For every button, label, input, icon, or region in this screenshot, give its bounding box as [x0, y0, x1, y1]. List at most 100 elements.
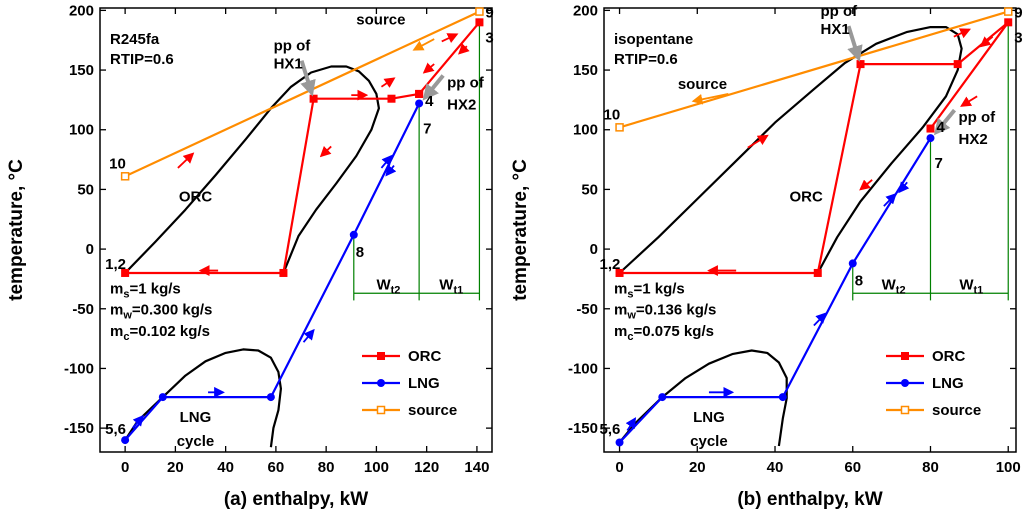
flow-arrow — [898, 181, 910, 194]
chart-panel-b: 0 20 40 60 80 100 -150 -100 -50 0 50 100 150 200 (b) e… — [510, 2, 1023, 510]
orc-point — [813, 268, 822, 277]
orc-point — [121, 268, 130, 277]
pp-hx2-label: HX2 — [447, 96, 476, 113]
legend-marker — [900, 405, 910, 415]
lng-saturation-dome — [618, 349, 788, 447]
chart-panel-a: 0 20 40 60 80 100 120 140 -150 -100 -50 0 50 100 150 20… — [6, 2, 494, 510]
plot-frame — [99, 7, 493, 453]
point-label-8: 8 — [356, 244, 364, 261]
orc-point — [475, 18, 484, 27]
x-tick-label: 120 — [414, 459, 439, 476]
point-label-4: 4 — [425, 93, 434, 110]
point-label-8: 8 — [855, 272, 863, 289]
pp-hx2-arrow — [422, 74, 445, 101]
orc-point — [387, 94, 396, 103]
x-tick-label: 100 — [996, 459, 1021, 476]
orc-cycle-label: ORC — [789, 188, 823, 205]
legend-label: source — [408, 402, 457, 419]
legend-marker — [377, 352, 385, 360]
wt2-label: Wt2 — [882, 276, 906, 296]
x-tick-label: 0 — [121, 459, 129, 476]
y-tick-label: 200 — [69, 2, 94, 19]
y-tick-label: 0 — [590, 241, 598, 258]
orc-point — [1004, 18, 1013, 27]
lng-cycle-label: cycle — [690, 433, 728, 450]
x-tick-label: 100 — [364, 459, 389, 476]
source-label: source — [678, 76, 727, 93]
legend-label: source — [932, 402, 981, 419]
point-label-9: 9 — [1014, 5, 1022, 22]
lng-point — [778, 393, 787, 402]
flow-arrow — [131, 414, 144, 429]
mass-flow-w: mw=0.300 kg/s — [110, 302, 212, 322]
mass-flow-c: mc=0.075 kg/s — [614, 323, 714, 343]
x-tick-label: 0 — [615, 459, 623, 476]
x-tick-label: 140 — [464, 459, 489, 476]
pp-hx2-label: pp of — [447, 74, 485, 91]
source-point — [615, 123, 624, 132]
mass-flow-s: ms=1 kg/s — [110, 280, 181, 300]
pp-hx2-label: HX2 — [958, 131, 987, 148]
y-tick-label: 100 — [69, 122, 94, 139]
y-tick-label: 150 — [69, 62, 94, 79]
legend-marker — [901, 352, 909, 360]
x-tick-label: 80 — [922, 459, 939, 476]
flow-arrow — [625, 417, 637, 432]
x-tick-label: 40 — [217, 459, 234, 476]
legend-label: ORC — [408, 348, 442, 365]
x-tick-label: 40 — [767, 459, 784, 476]
y-tick-label: -150 — [568, 420, 598, 437]
legend-label: LNG — [932, 375, 964, 392]
rtip-label: RTIP=0.6 — [110, 51, 174, 68]
source-point — [475, 7, 484, 16]
lng-point — [415, 99, 424, 108]
flow-arrow — [302, 328, 315, 343]
orc-saturation-dome — [618, 26, 963, 274]
mass-flow-w: mw=0.136 kg/s — [614, 302, 716, 322]
flow-arrow — [859, 179, 873, 191]
lng-point — [658, 393, 667, 402]
point-label-10: 10 — [604, 106, 621, 123]
point-label-7: 7 — [934, 155, 942, 172]
mass-flow-c: mc=0.102 kg/s — [110, 323, 210, 343]
flow-arrow — [458, 43, 470, 55]
x-tick-label: 60 — [268, 459, 285, 476]
lng-cycle-label: cycle — [177, 433, 215, 450]
mass-flow-s: ms=1 kg/s — [614, 280, 685, 300]
point-label-1-2: 1,2 — [105, 256, 126, 273]
source-label: source — [356, 12, 405, 29]
x-tick-label: 20 — [167, 459, 184, 476]
point-label-4: 4 — [936, 119, 945, 136]
lng-point — [266, 393, 275, 402]
fluid-name: R245fa — [110, 31, 160, 48]
flow-arrow — [960, 95, 978, 107]
flow-arrow — [747, 134, 769, 149]
pp-hx1-label: pp of — [821, 3, 859, 20]
lng-point — [926, 134, 935, 143]
y-tick-label: 50 — [77, 181, 94, 198]
point-label-3: 3 — [1014, 29, 1022, 46]
pp-hx2-arrow — [933, 108, 957, 136]
legend-marker — [376, 405, 386, 415]
point-label-10: 10 — [109, 155, 126, 172]
lng-cycle-label: LNG — [693, 409, 725, 426]
legend-label: ORC — [932, 348, 966, 365]
orc-point — [926, 124, 935, 133]
flow-arrow — [380, 77, 396, 88]
flow-arrow — [422, 62, 435, 74]
lng-point — [848, 259, 857, 268]
x-axis-label: (b) enthalpy, kW — [737, 489, 882, 510]
pp-hx2-label: pp of — [958, 109, 996, 126]
x-tick-label: 20 — [689, 459, 706, 476]
lng-point — [121, 436, 130, 445]
x-tick-label: 80 — [318, 459, 335, 476]
pp-hx1-label: HX1 — [274, 56, 303, 73]
lng-cycle-label: LNG — [180, 409, 212, 426]
y-axis-label: temperature, °C — [510, 159, 531, 301]
lng-point — [615, 438, 624, 447]
orc-point — [415, 89, 424, 98]
orc-point — [615, 268, 624, 277]
flow-arrow — [319, 145, 332, 158]
flow-arrow — [883, 192, 897, 207]
